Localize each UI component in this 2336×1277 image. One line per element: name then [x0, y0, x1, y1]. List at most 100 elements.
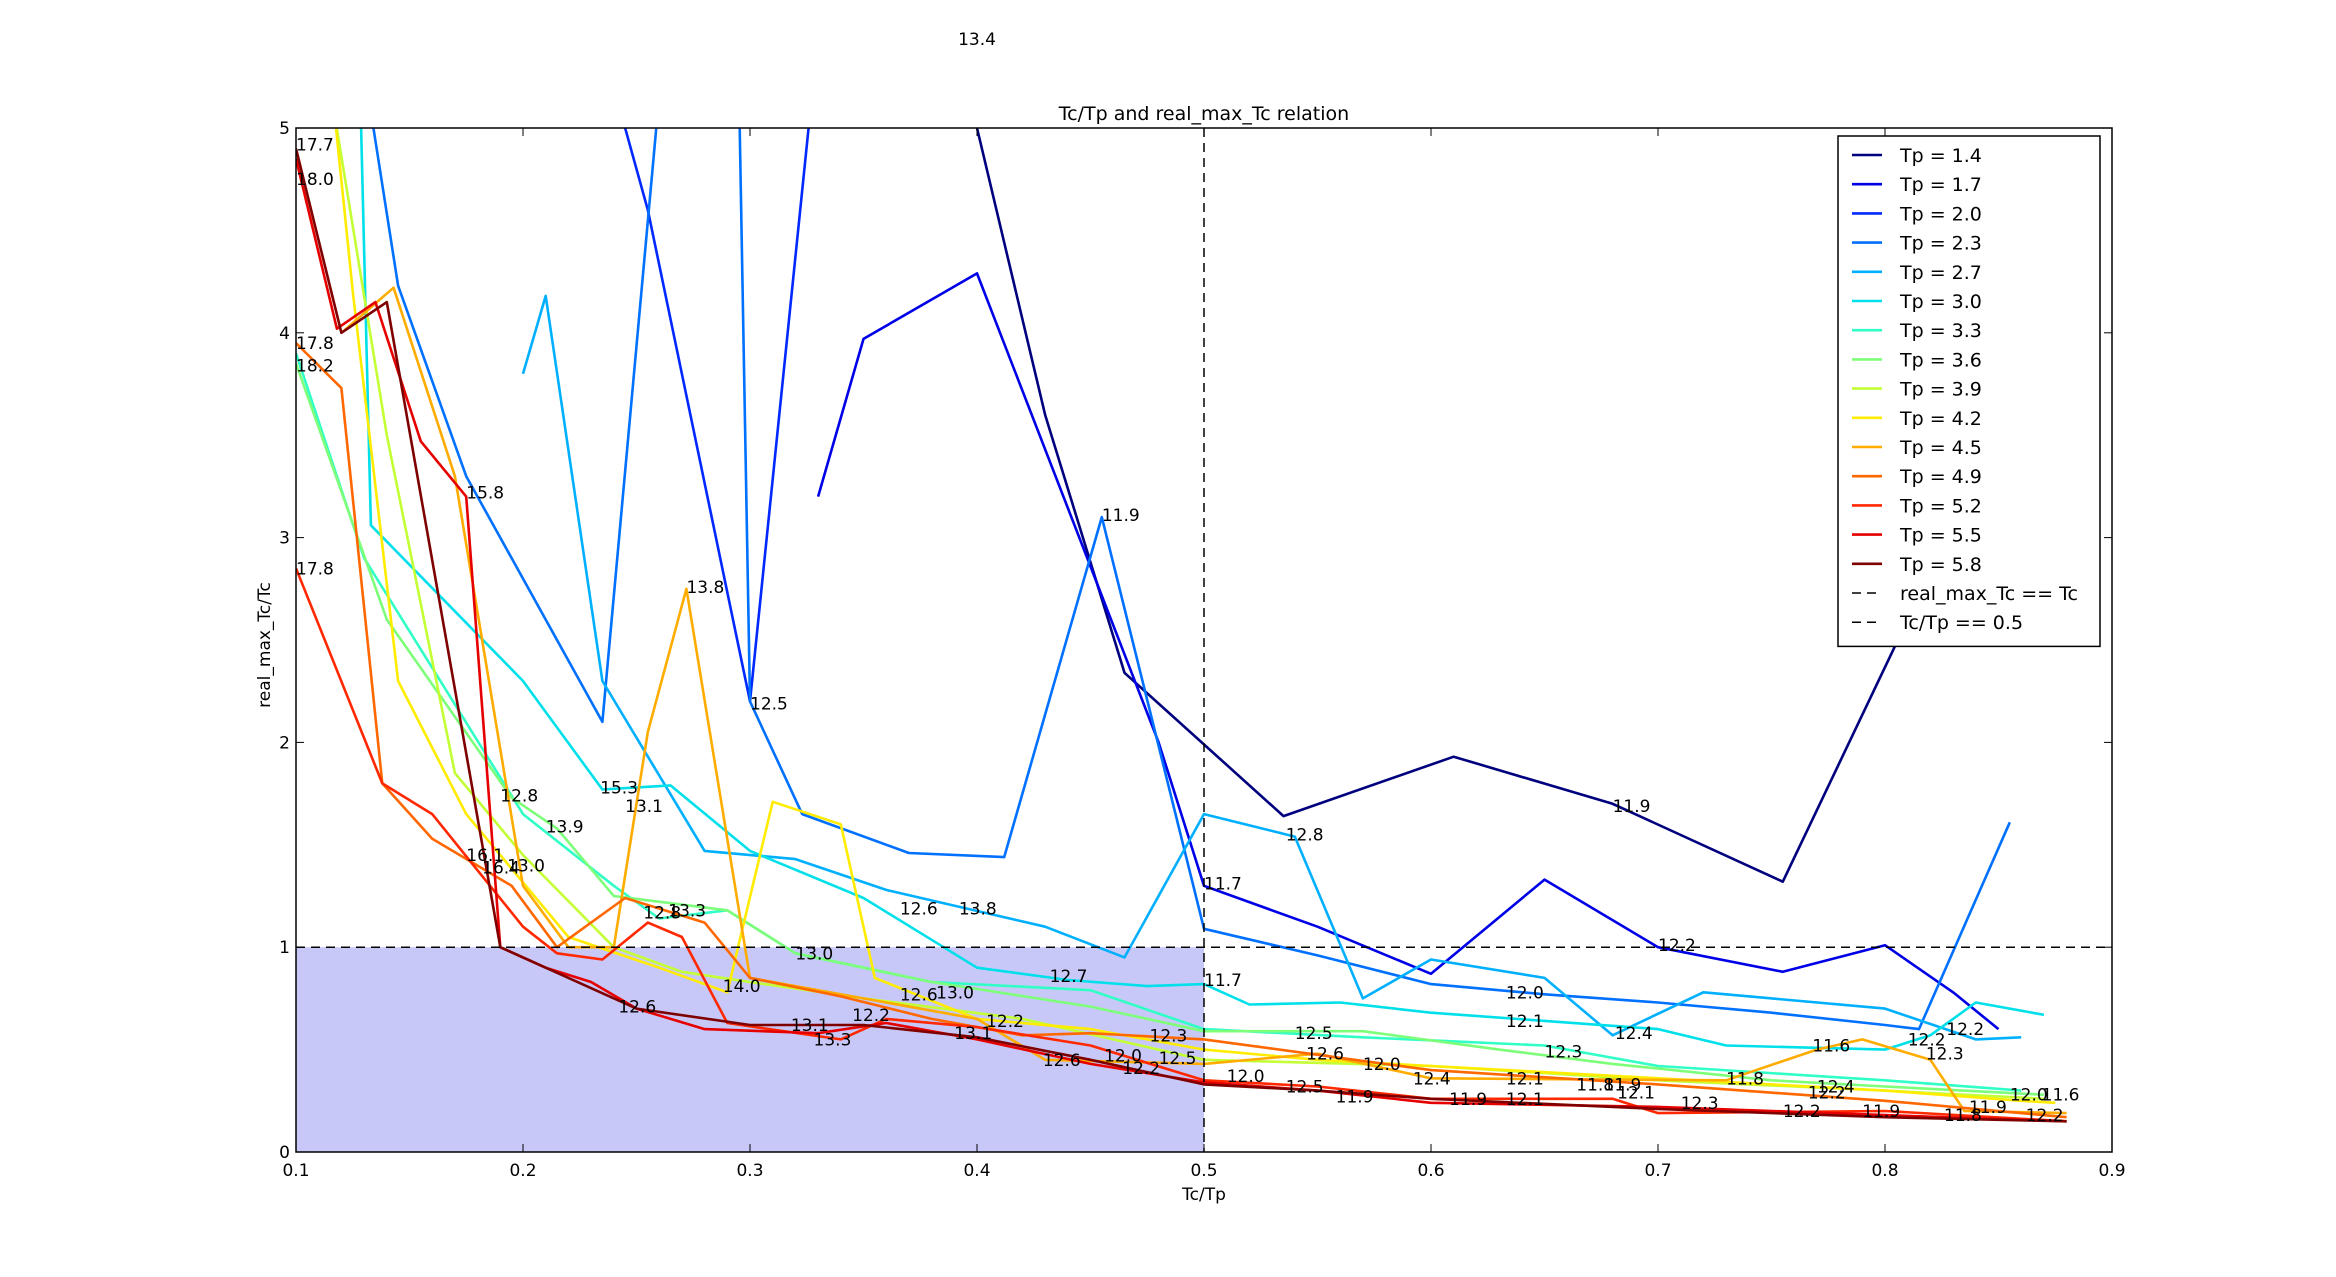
data-annotation: 12.7: [1050, 967, 1088, 987]
data-annotation: 13.0: [936, 983, 974, 1003]
series-line-tp-4-5: [340, 286, 2067, 1115]
data-annotation: 12.8: [643, 903, 681, 923]
data-annotation: 12.4: [1615, 1024, 1653, 1044]
data-annotation: 13.8: [959, 899, 997, 919]
data-annotation: 13.1: [625, 797, 663, 817]
legend-entry-label: Tp = 5.8: [1899, 554, 1982, 576]
legend-entry-label: Tp = 5.5: [1899, 525, 1982, 547]
legend-entry-label: Tp = 1.7: [1899, 174, 1982, 196]
data-annotation: 12.8: [500, 787, 538, 807]
data-annotation: 13.9: [546, 817, 584, 837]
series-line-tp-2-0: [623, 128, 810, 703]
data-annotation: 12.0: [1363, 1055, 1401, 1075]
data-annotation: 11.9: [1969, 1098, 2007, 1118]
y-tick-label: 3: [279, 529, 290, 549]
data-annotation: 12.0: [1227, 1067, 1265, 1087]
y-axis-label: real_max_Tc/Tc: [255, 582, 275, 708]
data-annotation: 12.1: [1506, 1012, 1544, 1032]
series-line-tp-4-2: [334, 128, 2056, 1105]
data-annotation: 11.9: [1613, 797, 1651, 817]
top-note-label: 13.4: [958, 30, 996, 50]
legend-entry-label: Tp = 4.2: [1899, 408, 1982, 430]
data-annotation: 12.3: [1150, 1026, 1188, 1046]
data-annotation: 15.3: [600, 778, 638, 798]
data-annotation: 12.1: [1506, 1090, 1544, 1110]
data-annotation: 12.0: [1104, 1047, 1142, 1067]
x-axis-label: Tc/Tp: [1181, 1185, 1226, 1205]
legend-entry-label: Tp = 3.0: [1899, 291, 1982, 313]
series-line-tp-3-0: [359, 128, 2045, 1051]
legend-entry-label: real_max_Tc == Tc: [1900, 583, 2078, 605]
y-tick-label: 1: [279, 938, 290, 958]
data-annotation: 12.4: [1817, 1077, 1855, 1097]
data-annotation: 12.5: [1286, 1077, 1324, 1097]
data-annotation: 12.2: [1946, 1020, 1984, 1040]
data-annotation: 13.8: [686, 578, 724, 598]
legend-entry-label: Tp = 2.7: [1899, 262, 1982, 284]
x-tick-label: 0.9: [2098, 1161, 2125, 1181]
legend-entry-label: Tp = 3.3: [1899, 320, 1982, 342]
data-annotations: 17.7 18.0 17.8 18.2 17.8 15.8 13.8 11.9 12.5 12.8…: [296, 135, 2079, 1126]
legend: Tp = 1.4 Tp = 1.7 Tp = 2.0 Tp = 2.3 Tp = 2.7…: [1837, 135, 2101, 648]
data-annotation: 11.7: [1204, 971, 1242, 991]
data-annotation: 12.1: [1617, 1084, 1655, 1104]
data-annotation: 17.8: [296, 559, 334, 579]
data-annotation: 12.5: [1295, 1024, 1333, 1044]
axis-ticks: 0.1 0.2 0.3 0.4 0.5 0.6 0.7 0.8 0.9 0 1 2 3 4 5: [279, 119, 2125, 1181]
legend-entry-label: Tp = 3.9: [1899, 379, 1982, 401]
data-annotation: 15.8: [466, 484, 504, 504]
data-annotation: 17.8: [296, 334, 334, 354]
data-annotation: 12.2: [1122, 1059, 1160, 1079]
data-annotation: 12.3: [1926, 1045, 1964, 1065]
x-tick-label: 0.7: [1644, 1161, 1671, 1181]
data-annotation: 12.2: [1808, 1084, 1846, 1104]
data-annotation: 13.3: [814, 1030, 852, 1050]
data-annotation: 12.6: [900, 985, 938, 1005]
y-tick-label: 2: [279, 733, 290, 753]
chart-title: Tc/Tp and real_max_Tc relation: [1058, 103, 1349, 125]
series-line-tp-2-3: [372, 128, 658, 724]
data-annotation: 13.1: [954, 1024, 992, 1044]
series-line-tp-5-8: [296, 148, 2067, 1123]
series-line-tp-1-4: [975, 128, 1943, 884]
series-line-tp-2-7: [521, 294, 2022, 1041]
data-annotation: 16.4: [482, 858, 520, 878]
data-annotation: 13.1: [791, 1016, 829, 1036]
x-tick-label: 0.1: [282, 1161, 309, 1181]
data-annotation: 11.9: [1604, 1075, 1642, 1095]
data-annotation: 12.6: [1306, 1045, 1344, 1065]
series-line-tp-1-7: [816, 272, 2000, 1031]
data-annotation: 18.0: [296, 170, 334, 190]
series-line-tp-2-3: [738, 128, 2011, 1031]
data-annotation: 17.7: [296, 135, 334, 155]
data-annotation: 11.6: [1812, 1037, 1850, 1057]
data-annotation: 11.6: [2042, 1086, 2080, 1106]
x-tick-label: 0.8: [1871, 1161, 1898, 1181]
legend-entry-label: Tp = 3.6: [1899, 349, 1982, 371]
data-annotation: 11.9: [1449, 1090, 1487, 1110]
data-annotation: 18.2: [296, 357, 334, 377]
x-tick-label: 0.4: [963, 1161, 990, 1181]
data-annotation: 12.1: [1506, 1069, 1544, 1089]
data-annotation: 12.2: [1658, 936, 1696, 956]
data-annotation: 13.0: [507, 856, 545, 876]
data-annotation: 13.3: [668, 901, 706, 921]
data-annotation: 12.2: [986, 1012, 1024, 1032]
legend-entry-label: Tp = 4.5: [1899, 437, 1982, 459]
data-annotation: 12.6: [618, 998, 656, 1018]
series-lines: [296, 128, 2067, 1123]
data-annotation: 11.8: [1576, 1075, 1614, 1095]
data-annotation: 12.2: [852, 1006, 890, 1026]
legend-entry-label: Tp = 2.0: [1899, 203, 1982, 225]
legend-entry-label: Tp = 5.2: [1899, 495, 1982, 517]
y-tick-label: 5: [279, 119, 290, 139]
data-annotation: 11.9: [1102, 506, 1140, 526]
data-annotation: 11.7: [1204, 875, 1242, 895]
data-annotation: 12.6: [1043, 1051, 1081, 1071]
x-tick-label: 0.2: [509, 1161, 536, 1181]
data-annotation: 11.9: [1862, 1102, 1900, 1122]
data-annotation: 11.9: [1336, 1088, 1374, 1108]
series-line-tp-4-9: [296, 342, 2067, 1119]
legend-entry-label: Tp = 1.4: [1899, 145, 1982, 167]
